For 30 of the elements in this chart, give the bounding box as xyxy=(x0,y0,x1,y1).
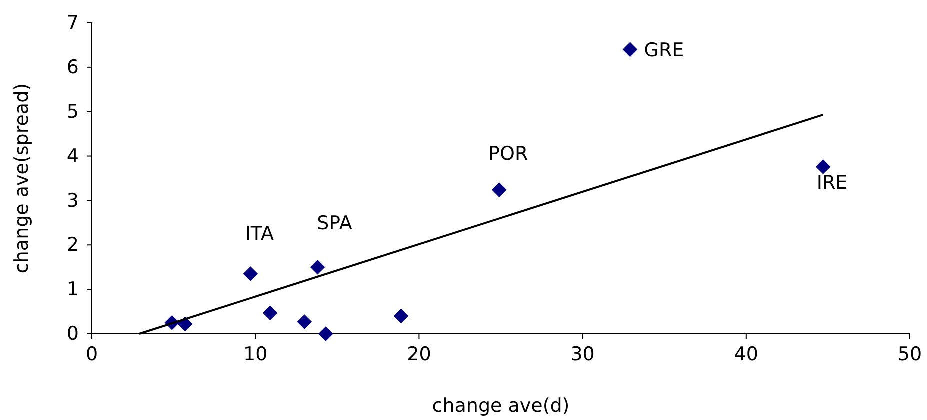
annotation: ITA xyxy=(245,223,274,246)
y-tick-label: 7 xyxy=(66,12,79,34)
point xyxy=(492,182,507,198)
point xyxy=(622,42,638,58)
point xyxy=(297,314,312,330)
x-tick-label: 0 xyxy=(86,343,98,366)
annotation: GRE xyxy=(644,40,684,62)
x-axis-title: change ave(d) xyxy=(432,395,570,417)
x-tick-label: 20 xyxy=(407,343,432,366)
annotation: IRE xyxy=(816,172,848,194)
point xyxy=(310,260,326,275)
y-tick-label: 6 xyxy=(66,56,79,79)
point xyxy=(394,308,409,324)
x-tick-label: 30 xyxy=(570,343,595,366)
y-tick-label: 3 xyxy=(66,190,79,212)
annotation: POR xyxy=(488,143,528,166)
point xyxy=(243,266,258,282)
y-axis-title: change ave(spread) xyxy=(11,83,33,274)
y-tick-label: 4 xyxy=(66,145,79,168)
y-tick-label: 5 xyxy=(66,100,79,123)
annotation: SPA xyxy=(317,212,352,234)
point xyxy=(318,326,334,342)
x-tick-label: 10 xyxy=(244,343,268,366)
point xyxy=(262,306,278,321)
point xyxy=(816,160,831,174)
x-tick-label: 50 xyxy=(898,343,922,366)
y-tick-label: 2 xyxy=(66,234,79,256)
x-tick-label: 40 xyxy=(734,343,758,366)
y-tick-label: 1 xyxy=(66,278,79,301)
y-tick-label: 0 xyxy=(66,323,79,346)
